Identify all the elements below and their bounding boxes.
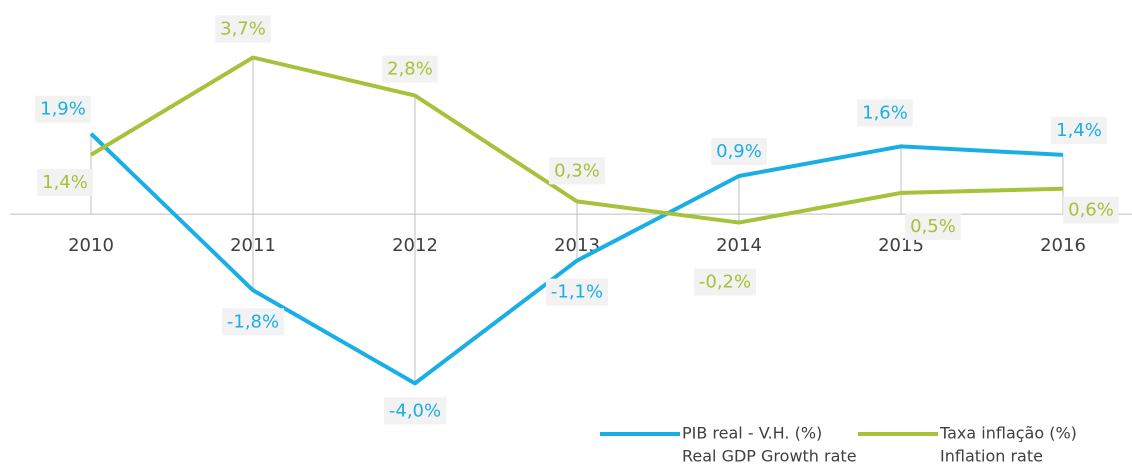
data-label-bg — [215, 15, 271, 43]
data-label: 1,9% — [35, 95, 91, 123]
data-label-text: 0,3% — [554, 160, 600, 181]
x-tick-label: 2011 — [230, 235, 276, 256]
data-label-bg — [857, 99, 913, 127]
data-label: 0,5% — [905, 212, 961, 240]
data-label: 1,4% — [1051, 116, 1107, 144]
data-label: 0,9% — [711, 138, 767, 166]
data-label: -4,0% — [383, 397, 447, 425]
data-label-text: 2,8% — [387, 59, 433, 80]
data-label-bg — [549, 157, 605, 185]
x-tick-label: 2015 — [878, 235, 924, 256]
x-tick-label: 2014 — [716, 235, 762, 256]
data-label-text: 1,6% — [862, 102, 908, 123]
data-label-bg — [37, 168, 93, 196]
data-label-bg — [1063, 196, 1119, 224]
data-label-text: 3,7% — [220, 19, 266, 40]
data-label-text: 0,5% — [910, 216, 956, 237]
data-label-text: 1,9% — [40, 99, 86, 120]
data-label: 0,6% — [1063, 196, 1119, 224]
data-label-bg — [905, 212, 961, 240]
data-label-bg — [382, 55, 438, 83]
data-label: -1,8% — [221, 308, 285, 336]
data-label: 1,6% — [857, 99, 913, 127]
x-tick-label: 2010 — [68, 235, 114, 256]
x-tick-label: 2013 — [554, 235, 600, 256]
data-label-bg — [35, 95, 91, 123]
data-label: 2,8% — [382, 55, 438, 83]
x-tick-label: 2016 — [1040, 235, 1086, 256]
series-line — [89, 132, 1064, 386]
data-label-bg — [383, 397, 447, 425]
data-label-bg — [693, 268, 757, 296]
data-label-text: 1,4% — [42, 172, 88, 193]
data-label: -1,1% — [545, 278, 609, 306]
data-label-bg — [545, 278, 609, 306]
data-label-text: 0,6% — [1068, 200, 1114, 221]
data-label-bg — [1051, 116, 1107, 144]
x-tick-label: 2012 — [392, 235, 438, 256]
legend-sublabel: Real GDP Growth rate — [682, 447, 857, 466]
series-line — [89, 55, 1064, 225]
data-label-bg — [221, 308, 285, 336]
data-label-text: -1,1% — [551, 282, 603, 303]
data-label: 3,7% — [215, 15, 271, 43]
data-label: 0,3% — [549, 157, 605, 185]
data-label: -0,2% — [693, 268, 757, 296]
legend-label: PIB real - V.H. (%) — [682, 424, 822, 443]
data-label: 1,4% — [37, 168, 93, 196]
data-label-text: 1,4% — [1056, 120, 1102, 141]
data-label-text: -1,8% — [227, 311, 279, 332]
legend-label: Taxa inflação (%) — [939, 424, 1077, 443]
legend-sublabel: Inflation rate — [940, 447, 1043, 466]
data-label-text: -0,2% — [699, 272, 751, 293]
data-label-bg — [711, 138, 767, 166]
data-label-text: 0,9% — [716, 141, 762, 162]
data-label-text: -4,0% — [389, 400, 441, 421]
